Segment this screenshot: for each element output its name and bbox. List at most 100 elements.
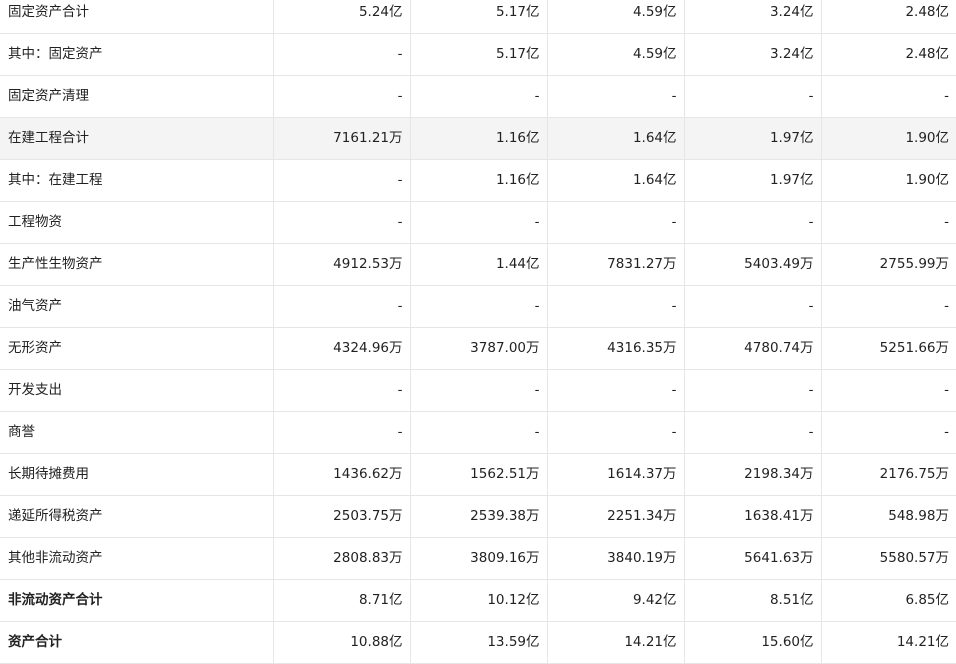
cell-value: - xyxy=(684,285,822,328)
cell-value: 5403.49万 xyxy=(684,243,822,286)
cell-value: 2176.75万 xyxy=(821,453,956,496)
cell-value: 1.90亿 xyxy=(821,117,956,160)
cell-value: 2808.83万 xyxy=(273,537,411,580)
cell-value: 1614.37万 xyxy=(547,453,685,496)
cell-value: 13.59亿 xyxy=(410,621,548,664)
table-row: 商誉 - - - - - xyxy=(0,411,956,454)
table-row: 油气资产 - - - - - xyxy=(0,285,956,328)
cell-value: - xyxy=(410,369,548,412)
cell-value: 4.59亿 xyxy=(547,33,685,76)
table-row: 其中：固定资产 -5.17亿 4.59亿 3.24亿 2.48亿 xyxy=(0,33,956,76)
cell-value: 1.64亿 xyxy=(547,159,685,202)
table-row: 在建工程合计 7161.21万 1.16亿 1.64亿 1.97亿 1.90亿 xyxy=(0,117,956,160)
cell-value: 2503.75万 xyxy=(273,495,411,538)
cell-value: 4324.96万 xyxy=(273,327,411,370)
row-label: 在建工程合计 xyxy=(0,117,274,160)
cell-value: 1.16亿 xyxy=(410,117,548,160)
cell-value: 1.97亿 xyxy=(684,159,822,202)
cell-value: 1.64亿 xyxy=(547,117,685,160)
cell-value: - xyxy=(684,411,822,454)
cell-value: - xyxy=(410,285,548,328)
cell-value: - xyxy=(273,201,411,244)
cell-value: 3.24亿 xyxy=(684,33,822,76)
cell-value: - xyxy=(821,411,956,454)
row-label: 长期待摊费用 xyxy=(0,453,274,496)
cell-value: - xyxy=(547,369,685,412)
cell-value: 6.85亿 xyxy=(821,579,956,622)
cell-value: 5.17亿 xyxy=(410,33,548,76)
cell-value: 1436.62万 xyxy=(273,453,411,496)
cell-value: - xyxy=(273,33,411,76)
row-label: 油气资产 xyxy=(0,285,274,328)
cell-value: 7161.21万 xyxy=(273,117,411,160)
cell-value: - xyxy=(547,75,685,118)
cell-value: 3.24亿 xyxy=(684,0,822,34)
row-label: 其中：固定资产 xyxy=(0,33,274,76)
cell-value: - xyxy=(410,75,548,118)
cell-value: 14.21亿 xyxy=(547,621,685,664)
cell-value: 5641.63万 xyxy=(684,537,822,580)
table-row: 开发支出 - - - - - xyxy=(0,369,956,412)
cell-value: 8.71亿 xyxy=(273,579,411,622)
cell-value: 10.88亿 xyxy=(273,621,411,664)
cell-value: 8.51亿 xyxy=(684,579,822,622)
cell-value: 4.59亿 xyxy=(547,0,685,34)
cell-value: 2.48亿 xyxy=(821,33,956,76)
cell-value: 4912.53万 xyxy=(273,243,411,286)
cell-value: - xyxy=(410,411,548,454)
cell-value: - xyxy=(821,369,956,412)
table-row: 其中：在建工程 -1.16亿 1.64亿 1.97亿 1.90亿 xyxy=(0,159,956,202)
table-row: 递延所得税资产 2503.75万 2539.38万 2251.34万 1638.41万 5… xyxy=(0,495,956,538)
cell-value: 2755.99万 xyxy=(821,243,956,286)
cell-value: - xyxy=(821,201,956,244)
cell-value: - xyxy=(684,75,822,118)
cell-value: 3840.19万 xyxy=(547,537,685,580)
table-row: 固定资产清理 - - - - - xyxy=(0,75,956,118)
cell-value: - xyxy=(547,285,685,328)
cell-value: 5.17亿 xyxy=(410,0,548,34)
cell-value: 1562.51万 xyxy=(410,453,548,496)
cell-value: - xyxy=(684,201,822,244)
table-row: 无形资产 4324.96万 3787.00万 4316.35万 4780.74万 5251… xyxy=(0,327,956,370)
cell-value: 15.60亿 xyxy=(684,621,822,664)
cell-value: 4316.35万 xyxy=(547,327,685,370)
cell-value: 7831.27万 xyxy=(547,243,685,286)
table-row: 长期待摊费用 1436.62万 1562.51万 1614.37万 2198.34万 21… xyxy=(0,453,956,496)
cell-value: 5.24亿 xyxy=(273,0,411,34)
row-label: 开发支出 xyxy=(0,369,274,412)
cell-value: - xyxy=(273,411,411,454)
table-row: 工程物资 - - - - - xyxy=(0,201,956,244)
cell-value: 5580.57万 xyxy=(821,537,956,580)
cell-value: - xyxy=(547,201,685,244)
cell-value: 4780.74万 xyxy=(684,327,822,370)
cell-value: 2.48亿 xyxy=(821,0,956,34)
cell-value: 5251.66万 xyxy=(821,327,956,370)
table-row: 固定资产合计 5.24亿 5.17亿 4.59亿 3.24亿 2.48亿 xyxy=(0,0,956,34)
row-label: 无形资产 xyxy=(0,327,274,370)
cell-value: 1.97亿 xyxy=(684,117,822,160)
cell-value: - xyxy=(821,285,956,328)
cell-value: 1.16亿 xyxy=(410,159,548,202)
cell-value: 14.21亿 xyxy=(821,621,956,664)
row-label: 商誉 xyxy=(0,411,274,454)
row-label: 其中：在建工程 xyxy=(0,159,274,202)
row-label: 固定资产清理 xyxy=(0,75,274,118)
table-row: 非流动资产合计 8.71亿 10.12亿 9.42亿 8.51亿 6.85亿 xyxy=(0,579,956,622)
cell-value: - xyxy=(273,75,411,118)
table-row: 其他非流动资产 2808.83万 3809.16万 3840.19万 5641.63万 5… xyxy=(0,537,956,580)
cell-value: 3787.00万 xyxy=(410,327,548,370)
table-row: 资产合计 10.88亿 13.59亿 14.21亿 15.60亿 14.21亿 xyxy=(0,621,956,664)
row-label: 生产性生物资产 xyxy=(0,243,274,286)
row-label: 固定资产合计 xyxy=(0,0,274,34)
row-label: 非流动资产合计 xyxy=(0,579,274,622)
cell-value: - xyxy=(410,201,548,244)
cell-value: - xyxy=(821,75,956,118)
row-label: 其他非流动资产 xyxy=(0,537,274,580)
cell-value: - xyxy=(273,159,411,202)
cell-value: 10.12亿 xyxy=(410,579,548,622)
row-label: 递延所得税资产 xyxy=(0,495,274,538)
cell-value: - xyxy=(273,369,411,412)
cell-value: 3809.16万 xyxy=(410,537,548,580)
cell-value: 1638.41万 xyxy=(684,495,822,538)
